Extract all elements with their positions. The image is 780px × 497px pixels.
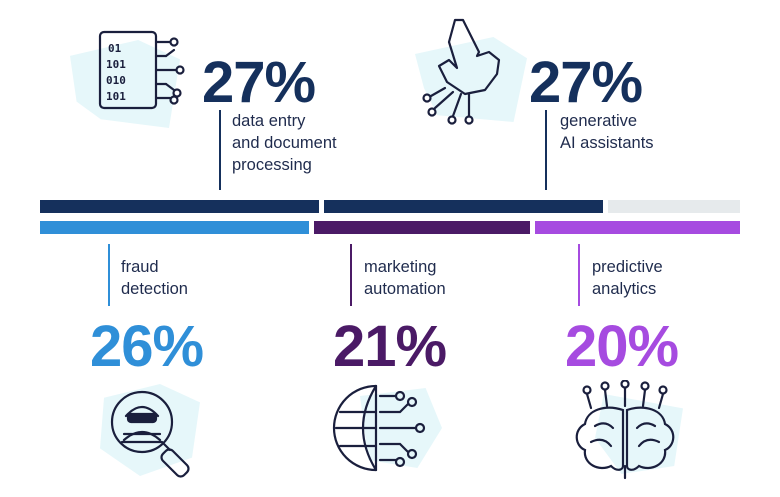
connector-predictive <box>578 244 580 306</box>
label-predictive: predictive analytics <box>592 258 663 298</box>
globe-network-icon <box>330 376 445 484</box>
value-generative-ai: 27% <box>529 50 643 115</box>
label-generative-ai: generative AI assistants <box>560 112 654 152</box>
bar-marketing-automation <box>314 221 530 234</box>
value-data-entry: 27% <box>202 50 316 115</box>
label-marketing: marketing automation <box>364 258 446 298</box>
bar-data-entry <box>40 200 319 213</box>
brain-circuit-icon <box>565 380 685 480</box>
connector-generative-ai <box>545 110 547 190</box>
pointing-robot-hand-icon <box>405 12 530 127</box>
connector-marketing <box>350 244 352 306</box>
svg-text:101: 101 <box>106 58 126 71</box>
label-fraud: fraud detection <box>121 258 188 298</box>
svg-text:01: 01 <box>108 42 122 55</box>
value-predictive: 20% <box>565 314 679 379</box>
binary-document-circuit-icon: 01 101 010 101 <box>70 28 190 128</box>
label-data-entry: data entry and document processing <box>232 112 337 174</box>
bar-predictive-analytics <box>535 221 740 234</box>
svg-text:101: 101 <box>106 90 126 103</box>
value-fraud: 26% <box>90 314 204 379</box>
svg-text:010: 010 <box>106 74 126 87</box>
bar-remainder <box>608 200 740 213</box>
bar-generative-ai <box>324 200 603 213</box>
magnifier-burglar-icon <box>90 378 210 483</box>
connector-fraud <box>108 244 110 306</box>
bar-fraud-detection <box>40 221 309 234</box>
value-marketing: 21% <box>333 314 447 379</box>
connector-data-entry <box>219 110 221 190</box>
